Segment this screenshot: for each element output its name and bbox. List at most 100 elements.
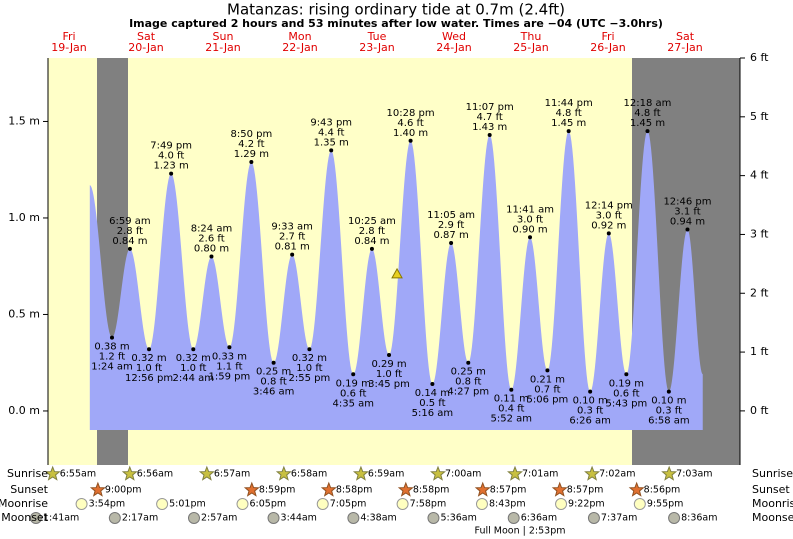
extreme-dot: [430, 381, 435, 386]
y2-tick-label: 3 ft: [750, 227, 769, 240]
extreme-dot: [191, 347, 196, 352]
event-time: 6:36am: [521, 513, 557, 524]
sunset-icon: [628, 481, 645, 497]
sunset-icon: [551, 481, 568, 497]
extreme-label: 0.25 m: [451, 367, 486, 378]
extreme-label: 2.9 ft: [438, 220, 464, 231]
extreme-label: 0.3 ft: [577, 406, 603, 417]
extreme-label: 0.84 m: [112, 236, 147, 247]
sunset-icon: [397, 481, 414, 497]
extreme-dot: [109, 335, 114, 340]
extreme-label: 0.80 m: [194, 244, 229, 255]
extreme-dot: [127, 246, 132, 251]
extreme-label: 8:50 pm: [230, 129, 272, 140]
extreme-label: 0.92 m: [591, 220, 626, 231]
extreme-label: 10:28 pm: [387, 108, 435, 119]
extreme-label: 0.21 m: [530, 374, 565, 385]
event-time: 6:05pm: [250, 499, 287, 510]
day-name: Mon: [288, 30, 311, 43]
event-time: 8:43pm: [489, 499, 526, 510]
extreme-label: 4.8 ft: [555, 108, 581, 119]
extreme-label: 10:25 am: [348, 216, 396, 227]
day-date: 24-Jan: [436, 41, 472, 54]
day-date: 19-Jan: [51, 41, 87, 54]
extreme-label: 5:43 pm: [605, 398, 647, 409]
moon-phase: Full Moon | 2:53pm: [475, 526, 566, 537]
event-time: 8:56pm: [644, 485, 681, 496]
moonrise-icon: [555, 498, 568, 510]
row-label-right: Moonset: [752, 511, 793, 524]
row-label-left: Moonrise: [0, 497, 48, 510]
y2-tick-label: 1 ft: [750, 345, 769, 358]
day-date: 23-Jan: [359, 41, 395, 54]
extreme-label: 0.10 m: [573, 396, 608, 407]
event-time: 7:58pm: [410, 499, 447, 510]
day-date: 26-Jan: [590, 41, 626, 54]
sunrise-icon: [507, 465, 523, 481]
extreme-dot: [369, 246, 374, 251]
event-time: 3:44am: [281, 513, 317, 524]
event-time: 6:59am: [368, 469, 404, 480]
extreme-dot: [147, 347, 152, 352]
y2-tick-label: 5 ft: [750, 110, 769, 123]
extreme-label: 1.23 m: [154, 161, 189, 172]
extreme-label: 0.25 m: [256, 367, 291, 378]
extreme-label: 3:46 am: [253, 387, 295, 398]
y-tick-label: 1.0 m: [8, 211, 40, 224]
extreme-dot: [685, 227, 690, 232]
event-time: 8:36am: [681, 513, 717, 524]
chart-title: Matanzas: rising ordinary tide at 0.7m (…: [227, 1, 565, 19]
sunrise-icon: [661, 465, 678, 481]
event-time: 2:57am: [201, 513, 237, 524]
extreme-label: 2.7 ft: [279, 232, 305, 243]
day-name: Sat: [676, 30, 695, 43]
extreme-dot: [227, 345, 232, 350]
extreme-label: 0.5 ft: [419, 398, 445, 409]
event-time: 5:36am: [440, 513, 476, 524]
event-time: 7:37am: [601, 513, 637, 524]
sunrise-icon: [44, 465, 61, 481]
y2-tick-label: 6 ft: [750, 51, 769, 64]
extreme-label: 0.6 ft: [613, 388, 639, 399]
event-time: 7:02am: [599, 469, 635, 480]
extreme-label: 1.43 m: [472, 122, 507, 133]
event-time: 9:22pm: [568, 499, 605, 510]
day-date: 25-Jan: [513, 41, 549, 54]
event-time: 6:58am: [291, 469, 327, 480]
extreme-label: 4.0 ft: [158, 151, 184, 162]
y-tick-label: 1.5 m: [8, 114, 40, 127]
extreme-label: 2.8 ft: [117, 226, 143, 237]
y2-tick-label: 4 ft: [750, 169, 769, 182]
extreme-label: 12:14 pm: [585, 200, 633, 211]
extreme-label: 5:16 am: [412, 408, 454, 419]
extreme-label: 1:59 pm: [209, 371, 251, 382]
extreme-dot: [169, 171, 174, 176]
moonset-icon: [347, 512, 360, 524]
event-time: 7:01am: [522, 469, 558, 480]
extreme-label: 2:44 am: [173, 373, 215, 384]
event-time: 2:17am: [122, 513, 158, 524]
moonset-icon: [668, 512, 681, 524]
extreme-label: 0.11 m: [494, 394, 529, 405]
extreme-label: 2.6 ft: [198, 234, 224, 245]
sunrise-icon: [584, 465, 601, 481]
extreme-label: 1.35 m: [314, 137, 349, 148]
day-date: 27-Jan: [667, 41, 703, 54]
extreme-dot: [588, 389, 593, 394]
event-time: 7:05pm: [330, 499, 367, 510]
extreme-label: 0.19 m: [336, 378, 371, 389]
event-time: 8:58pm: [336, 485, 373, 496]
event-time: 8:58pm: [413, 485, 450, 496]
extreme-label: 0.81 m: [275, 242, 310, 253]
extreme-label: 0.8 ft: [260, 377, 286, 388]
extreme-label: 3.1 ft: [674, 207, 700, 218]
extreme-dot: [566, 129, 571, 134]
extreme-label: 1.0 ft: [136, 363, 162, 374]
day-date: 21-Jan: [205, 41, 241, 54]
extreme-label: 11:41 am: [506, 204, 554, 215]
sunrise-icon: [198, 465, 215, 481]
extreme-label: 0.10 m: [651, 396, 686, 407]
extreme-label: 1.0 ft: [180, 363, 206, 374]
extreme-label: 0.38 m: [94, 342, 129, 353]
day-name: Fri: [601, 30, 614, 43]
